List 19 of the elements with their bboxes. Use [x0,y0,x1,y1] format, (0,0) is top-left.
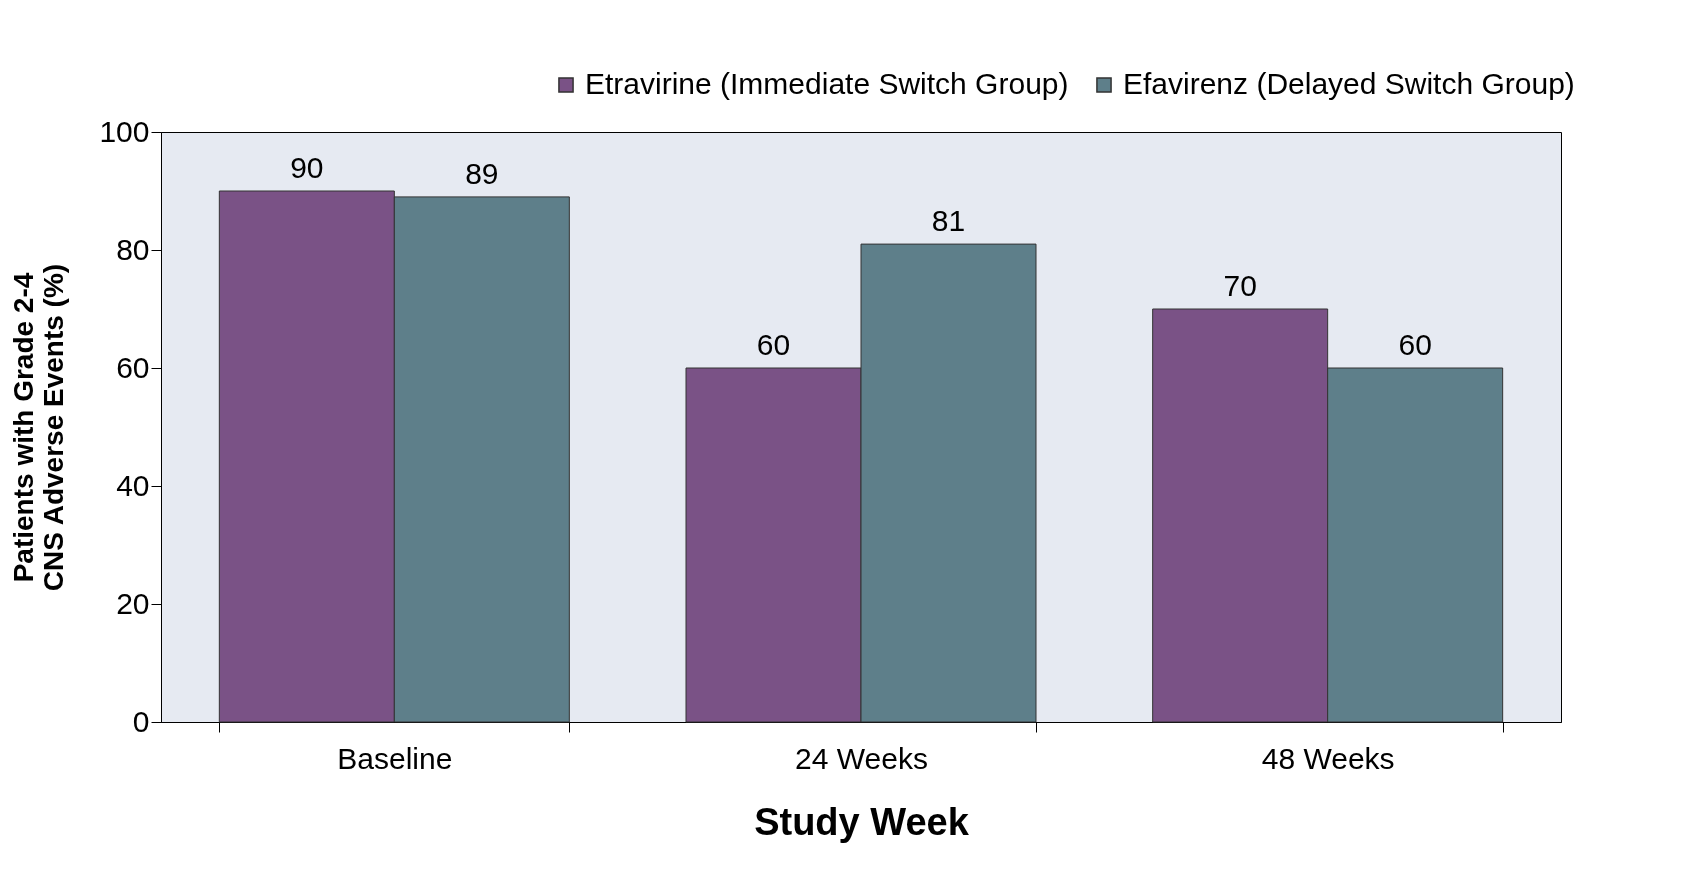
data-label: 81 [931,204,966,238]
x-tick-label: 48 Weeks [1261,741,1395,775]
y-tick-label: 0 [132,704,150,738]
y-tick-label: 80 [116,232,150,266]
data-label: 90 [290,151,324,184]
data-label: 60 [1398,328,1432,361]
x-tick-label: 24 Weeks [795,741,928,775]
data-label: 60 [756,328,791,361]
legend-label: Etravirine (Immediate Switch Group) [585,67,1069,100]
x-tick-label: Baseline [337,741,453,775]
y-axis-title: Patients with Grade 2-4 CNS Adverse Events (%) [8,263,70,592]
y-tick-label: 60 [116,350,150,384]
x-axis-title: Study Week [754,800,970,843]
y-tick-label: 100 [99,114,150,148]
data-label: 70 [1223,269,1257,302]
legend-label: Efavirenz (Delayed Switch Group) [1123,67,1575,100]
data-label: 89 [465,156,499,190]
y-tick-label: 40 [116,468,150,502]
y-tick-label: 20 [116,586,150,620]
